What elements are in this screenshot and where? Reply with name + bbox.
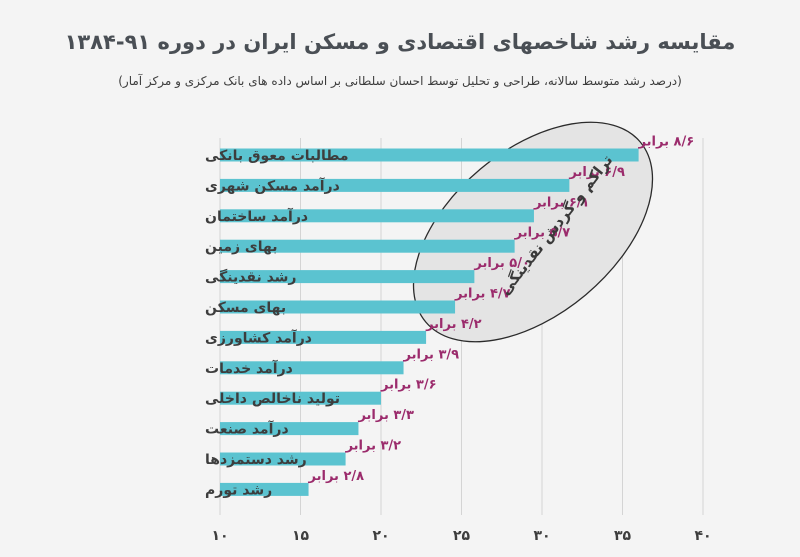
bar-7 [220,361,404,375]
category-label-2: درآمد ساختمان [205,207,308,225]
bars [220,148,639,496]
category-label-6: درآمد کشاورزی [205,328,312,346]
data-labels: ۸/۶ برابر ۶/۹ برابر ۶/۱ برابر ۵/۷ برابر ۵/۰ … [308,135,695,484]
category-label-11: رشد تورم [205,482,272,498]
bar-10 [220,452,346,466]
data-label-9: ۳/۳ برابر [357,408,414,423]
category-label-9: درآمد صنعت [205,420,289,438]
data-label-6: ۴/۲ برابر [425,317,482,332]
data-label-4: ۵/۰ برابر [473,256,530,271]
x-tick-label-6: ۴۰ [694,528,711,544]
data-label-7: ۳/۹ برابر [403,347,460,362]
data-label-2: ۶/۱ برابر [533,195,590,210]
data-label-0: ۸/۶ برابر [638,135,695,150]
category-label-3: بهای زمین [205,239,278,255]
grid-lines [219,138,704,515]
chart-subtitle: (درصد رشد متوسط سالانه، طراحی و تحلیل تو… [118,74,682,88]
data-label-5: ۴/۷ برابر [454,287,511,302]
category-label-0: مطالبات معوق بانکی [205,148,349,164]
bar-11 [220,482,309,496]
category-label-5: بهای مسکن [205,300,286,316]
bar-9 [220,422,359,436]
data-label-11: ۲/۸ برابر [308,469,365,484]
data-label-1: ۶/۹ برابر [568,165,625,180]
category-label-1: درآمد مسکن شهری [205,176,340,194]
bar-6 [220,330,427,344]
category-labels: مطالبات معوق بانکی درآمد مسکن شهری درآمد س… [205,148,349,498]
category-label-4: رشد نقدینگی [205,269,297,286]
x-tick-label-3: ۲۵ [453,528,471,544]
x-tick-label-1: ۱۵ [292,528,310,544]
category-label-7: درآمد خدمات [205,359,293,377]
bar-5 [220,300,456,314]
bar-3 [220,239,515,253]
annotation-ellipse [412,121,654,343]
bar-2 [220,209,534,223]
x-axis-ticks: ۱۰ ۱۵ ۲۰ ۲۵ ۳۰ ۳۵ ۴۰ [211,528,711,544]
x-tick-label-2: ۲۰ [372,528,389,544]
bar-8 [220,391,381,405]
chart-title: مقایسه رشد شاخصهای اقتصادی و مسکن ایران … [64,30,736,54]
bar-4 [220,270,475,284]
annotation-ellipse-group [412,121,654,343]
x-tick-label-5: ۳۵ [614,528,632,544]
x-tick-label-4: ۳۰ [533,528,550,544]
category-label-10: رشد دستمزدها [205,452,307,468]
bar-0 [220,148,639,162]
data-label-3: ۵/۷ برابر [514,226,571,241]
data-label-10: ۳/۲ برابر [345,439,402,454]
data-label-8: ۳/۶ برابر [380,378,437,393]
category-label-8: تولید ناخالص داخلی [205,391,340,407]
bar-1 [220,178,570,192]
x-tick-label-0: ۱۰ [211,528,228,544]
